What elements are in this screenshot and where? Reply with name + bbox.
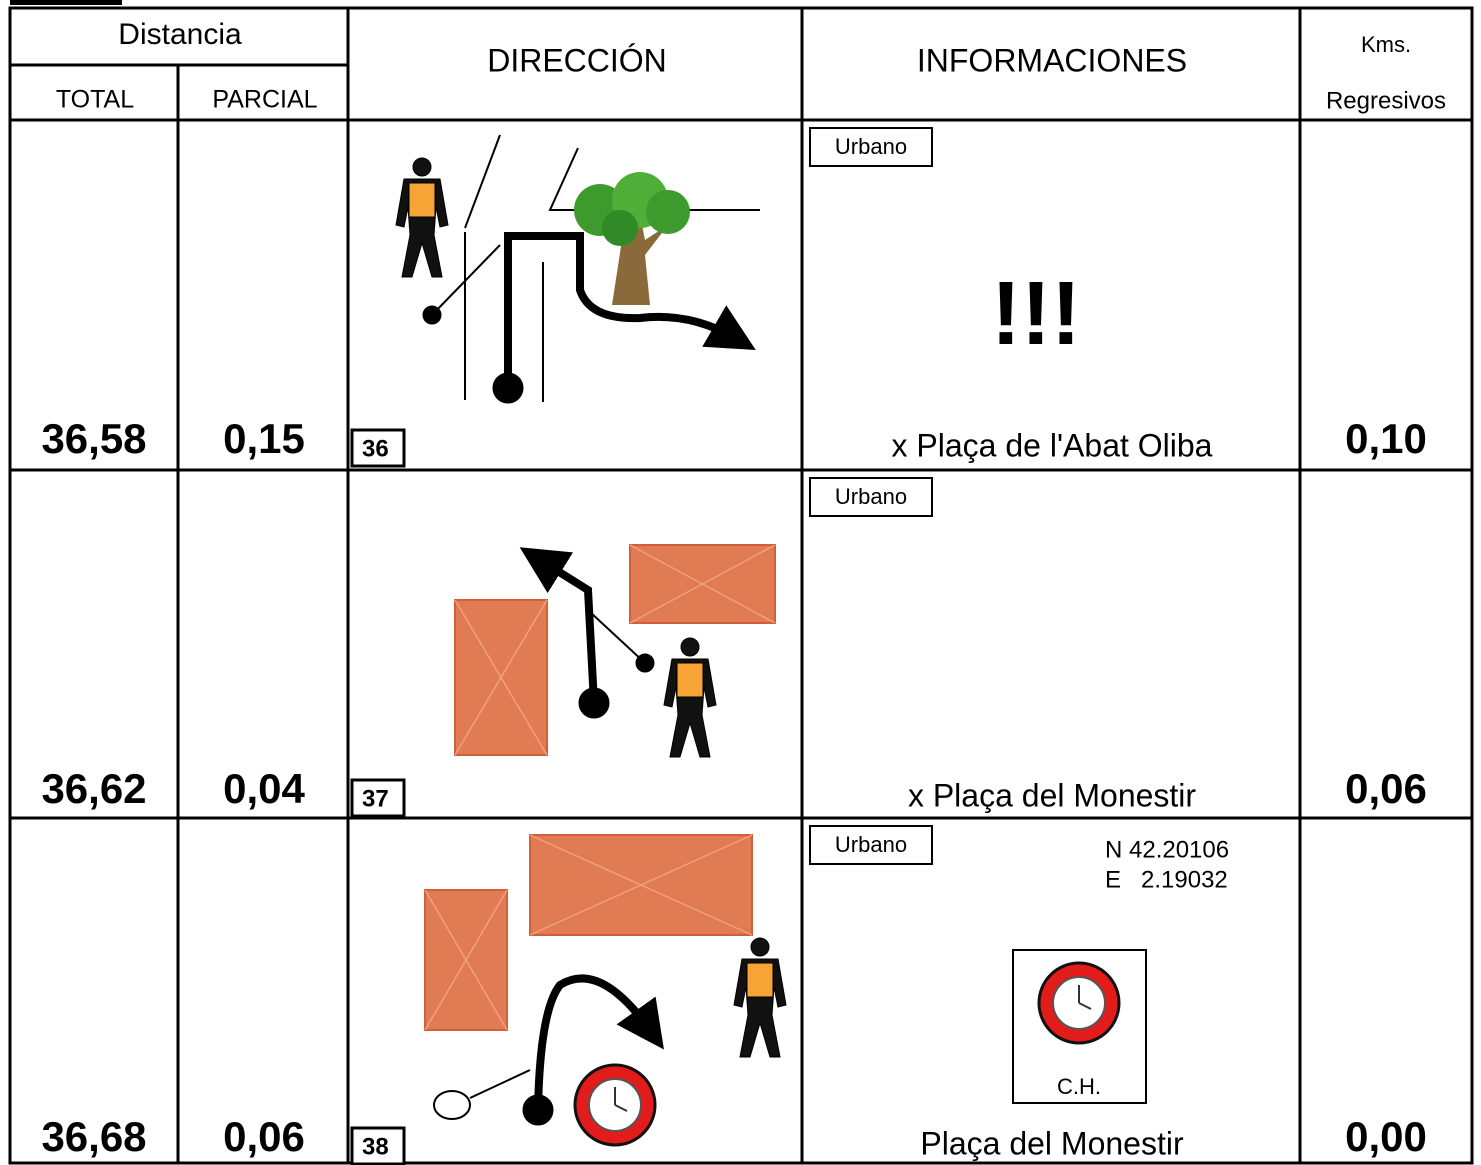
tag: Urbano	[835, 134, 907, 159]
remaining: 0,00	[1345, 1113, 1427, 1160]
step-number: 37	[362, 785, 389, 812]
coordinate: E 2.19032	[1105, 866, 1228, 893]
info: Plaça del Monestir	[920, 1125, 1184, 1161]
remaining: 0,06	[1345, 765, 1427, 812]
step-number: 36	[362, 435, 389, 462]
info: x Plaça de l'Abat Oliba	[892, 427, 1213, 463]
header-kms: Kms.	[1361, 32, 1411, 57]
direction-sketch	[395, 134, 760, 404]
total-distance: 36,68	[41, 1113, 146, 1160]
partial-distance: 0,15	[223, 415, 305, 462]
header-distance: Distancia	[118, 18, 242, 51]
partial-distance: 0,04	[223, 765, 305, 812]
total-distance: 36,62	[41, 765, 146, 812]
table-grid	[8, 6, 1474, 1165]
clock-label: C.H.	[1057, 1074, 1101, 1099]
direction-sketch	[424, 834, 787, 1147]
header-direction: DIRECCIÓN	[487, 42, 667, 78]
tag: Urbano	[835, 832, 907, 857]
corner-bar	[10, 0, 122, 5]
number-box	[350, 1126, 406, 1165]
clock-box	[1012, 949, 1147, 1104]
partial-distance: 0,06	[223, 1113, 305, 1160]
number-box	[350, 428, 406, 468]
info: x Plaça del Monestir	[908, 777, 1196, 813]
header-partial: PARCIAL	[212, 86, 317, 114]
header-regressive: Regresivos	[1326, 87, 1446, 114]
number-box	[350, 778, 406, 818]
total-distance: 36,58	[41, 415, 146, 462]
remaining: 0,10	[1345, 415, 1427, 462]
tag-box	[809, 127, 933, 167]
tag-box	[809, 825, 933, 865]
step-number: 38	[362, 1133, 389, 1160]
direction-sketch	[454, 544, 776, 758]
tag: Urbano	[835, 484, 907, 509]
coordinate: N 42.20106	[1105, 836, 1229, 863]
tag-box	[809, 477, 933, 517]
alert: !!!	[991, 264, 1081, 364]
header-total: TOTAL	[56, 86, 134, 114]
header-information: INFORMACIONES	[917, 42, 1187, 78]
